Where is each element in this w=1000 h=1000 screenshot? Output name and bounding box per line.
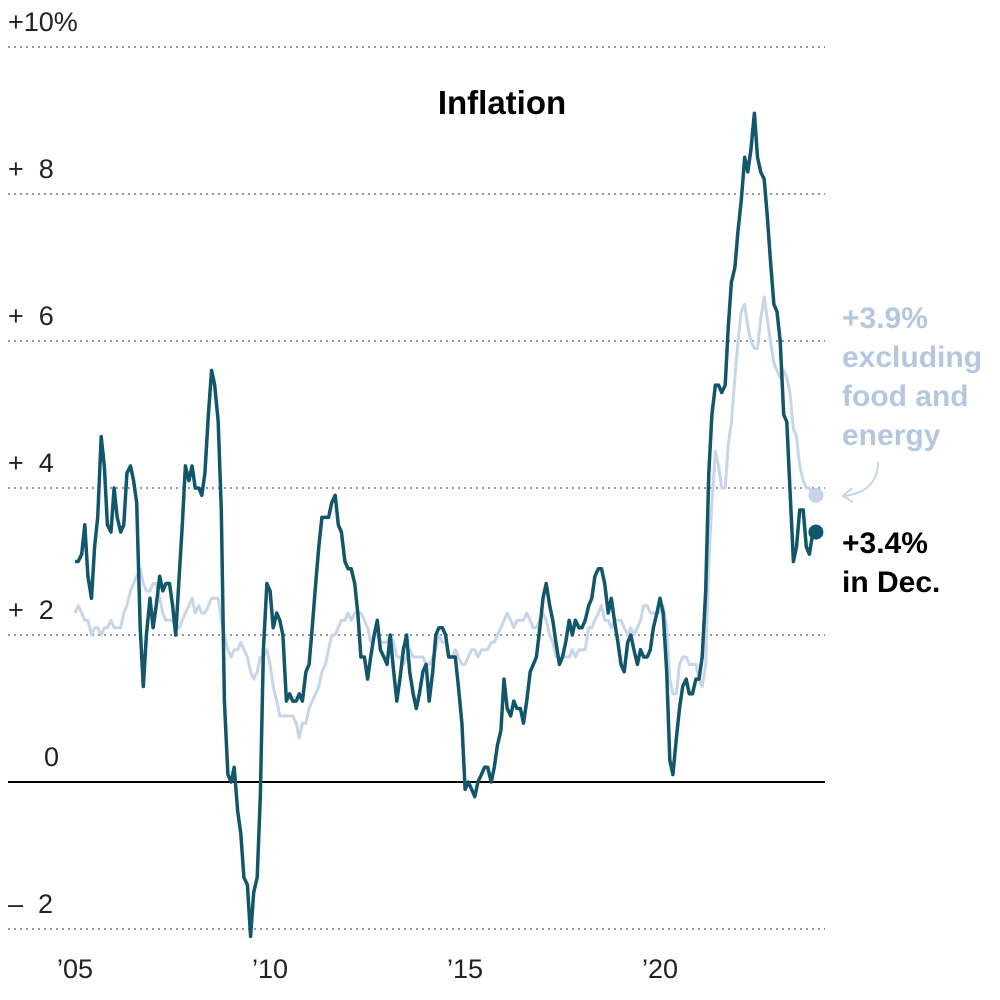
end-dot — [808, 524, 824, 540]
annotation-arrow — [842, 461, 879, 497]
annotations: +3.9% excluding food and energy +3.4% in Dec. — [842, 302, 982, 599]
y-tick-label: + 4 — [8, 448, 54, 478]
annotation-line: energy — [842, 419, 941, 452]
annotation-line: excluding — [842, 341, 982, 374]
annotation-line: food and — [842, 380, 969, 413]
x-tick-label: ’15 — [447, 954, 483, 984]
y-tick-label: – 2 — [8, 889, 53, 919]
annotation-line: +3.4% — [842, 527, 928, 560]
annotation-line: +3.9% — [842, 302, 928, 335]
x-tick-label: ’10 — [252, 954, 288, 984]
y-tick-label: + 2 — [8, 595, 54, 625]
grid: – 2 0 + 2 + 4 + 6 + 8 +10% ’05 ’10 ’15 ’20 — [8, 7, 825, 984]
y-tick-label: + 8 — [8, 154, 54, 184]
y-tick-label: + 6 — [8, 301, 54, 331]
x-tick-label: ’20 — [642, 954, 678, 984]
x-tick-label: ’05 — [57, 954, 93, 984]
lines — [73, 111, 824, 939]
arrow-head — [841, 487, 854, 503]
chart-title: Inflation — [438, 84, 566, 121]
y-tick-label: 0 — [44, 742, 59, 772]
series-line — [75, 111, 815, 939]
annotation-line: in Dec. — [842, 566, 940, 599]
series-line — [73, 295, 815, 740]
y-tick-label: +10% — [8, 7, 78, 37]
end-dot — [808, 487, 824, 503]
